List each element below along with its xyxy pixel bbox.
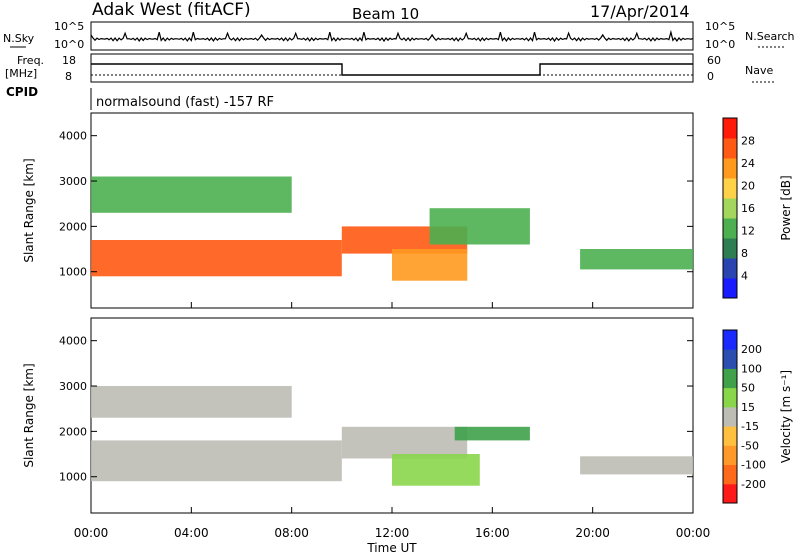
station-title: Adak West (fitACF) bbox=[92, 0, 251, 20]
power-colorbar-frame bbox=[722, 117, 738, 299]
freq-tick-bottom: 8 bbox=[65, 70, 72, 83]
power-echo-region-2 bbox=[392, 249, 468, 281]
velocity-colorbar-swatch bbox=[723, 387, 737, 408]
velocity-colorbar-swatch bbox=[723, 330, 737, 350]
power-ytick-label: 4000 bbox=[59, 130, 87, 143]
power-colorbar-tick: 20 bbox=[741, 180, 755, 193]
nsearch-tick-top: 10^5 bbox=[705, 20, 735, 33]
velocity-ytick-label: 2000 bbox=[59, 425, 87, 438]
velocity-colorbar-tick: 15 bbox=[741, 401, 755, 414]
power-colorbar-swatch bbox=[723, 218, 737, 239]
power-colorbar-tick: 12 bbox=[741, 225, 755, 238]
velocity-ylabel: Slant Range [km] bbox=[22, 363, 36, 467]
velocity-colorbar-swatch bbox=[723, 464, 737, 485]
velocity-colorbar-tick: 100 bbox=[741, 362, 762, 375]
velocity-colorbar-swatch bbox=[723, 406, 737, 427]
velocity-colorbar-tick: 200 bbox=[741, 343, 762, 356]
velocity-ytick-label: 3000 bbox=[59, 380, 87, 393]
freq-panel bbox=[90, 53, 694, 83]
power-colorbar-tick: 4 bbox=[741, 270, 748, 283]
velocity-colorbar: 200 100 50 15 -15 -50 -100 -200 Velocity [m s⁻¹] bbox=[722, 329, 793, 504]
power-colorbar-swatch bbox=[723, 178, 737, 199]
power-echo-region-3 bbox=[429, 208, 530, 245]
time-tick-label: 04:00 bbox=[174, 526, 209, 540]
nave-tick-top: 60 bbox=[707, 54, 721, 67]
power-panel: 4000 3000 2000 1000 Slant Range [km] bbox=[22, 112, 694, 309]
cpid-label: CPID bbox=[6, 85, 38, 99]
power-ytick-label: 3000 bbox=[59, 175, 87, 188]
nsky-tick-top: 10^5 bbox=[54, 20, 84, 33]
velocity-colorbar-swatch bbox=[723, 445, 737, 465]
nave-label: Nave bbox=[745, 64, 773, 77]
power-colorbar-tick: 24 bbox=[741, 157, 755, 170]
power-colorbar-swatch bbox=[723, 158, 737, 179]
freq-trace bbox=[91, 63, 693, 76]
velocity-echo-region-1 bbox=[341, 426, 468, 459]
power-colorbar-swatch bbox=[723, 198, 737, 219]
power-ytick-label: 1000 bbox=[59, 266, 87, 279]
velocity-colorbar-tick: -200 bbox=[741, 478, 766, 491]
velocity-colorbar-tick: -100 bbox=[741, 459, 766, 472]
time-axis-label: Time UT bbox=[366, 541, 417, 554]
freq-units: [MHz] bbox=[5, 67, 37, 80]
velocity-echo-region-0 bbox=[91, 440, 342, 482]
power-colorbar: 28 24 20 16 12 8 4 Power [dB] bbox=[722, 117, 793, 299]
time-tick-label: 12:00 bbox=[375, 526, 410, 540]
power-colorbar-swatch bbox=[723, 238, 737, 259]
velocity-colorbar-tick: -15 bbox=[741, 420, 759, 433]
velocity-ytick-label: 4000 bbox=[59, 335, 87, 348]
velocity-colorbar-swatch bbox=[723, 368, 737, 389]
power-colorbar-tick: 8 bbox=[741, 247, 748, 260]
power-colorbar-swatch bbox=[723, 138, 737, 159]
velocity-panel: 4000 3000 2000 1000 Slant Range [km] bbox=[22, 317, 694, 514]
power-echo-region-5 bbox=[580, 249, 693, 270]
freq-tick-top: 18 bbox=[62, 54, 76, 67]
velocity-echo-region-3 bbox=[454, 426, 530, 441]
power-colorbar-tick: 28 bbox=[741, 135, 755, 148]
power-echo-region-0 bbox=[91, 240, 342, 277]
nsky-trace bbox=[90, 29, 694, 43]
power-colorbar-tick: 16 bbox=[741, 202, 755, 215]
nsky-label: N.Sky bbox=[3, 32, 35, 45]
beam-label: Beam 10 bbox=[352, 5, 419, 23]
nsearch-tick-bottom: 10^0 bbox=[705, 38, 735, 51]
cpid-text: normalsound (fast) -157 RF bbox=[96, 95, 274, 110]
velocity-colorbar-label: Velocity [m s⁻¹] bbox=[779, 370, 793, 463]
velocity-colorbar-swatch bbox=[723, 483, 737, 504]
nave-tick-bottom: 0 bbox=[707, 70, 714, 83]
velocity-colorbar-swatch bbox=[723, 426, 737, 446]
power-colorbar-swatch bbox=[723, 278, 737, 299]
nsearch-label: N.Search bbox=[745, 30, 795, 43]
power-ylabel: Slant Range [km] bbox=[22, 158, 36, 262]
date-label: 17/Apr/2014 bbox=[590, 2, 690, 21]
velocity-echo-region-2 bbox=[392, 454, 480, 486]
power-ytick-label: 2000 bbox=[59, 220, 87, 233]
time-axis-ticks: 00:00 04:00 08:00 12:00 16:00 20:00 00:00 bbox=[74, 526, 711, 540]
freq-label: Freq. bbox=[17, 54, 44, 67]
velocity-colorbar-tick: 50 bbox=[741, 382, 755, 395]
time-tick-label: 20:00 bbox=[575, 526, 610, 540]
time-tick-label: 00:00 bbox=[676, 526, 711, 540]
velocity-echo-region-5 bbox=[580, 456, 693, 475]
nsky-tick-bottom: 10^0 bbox=[54, 38, 84, 51]
time-tick-label: 08:00 bbox=[274, 526, 309, 540]
time-tick-label: 16:00 bbox=[475, 526, 510, 540]
velocity-colorbar-swatch bbox=[723, 349, 737, 369]
velocity-ytick-label: 1000 bbox=[59, 471, 87, 484]
power-colorbar-swatch bbox=[723, 258, 737, 279]
power-echo-region-4 bbox=[91, 176, 292, 213]
power-colorbar-label: Power [dB] bbox=[779, 175, 793, 240]
velocity-colorbar-tick: -50 bbox=[741, 439, 759, 452]
nsky-series-line bbox=[90, 29, 694, 43]
velocity-colorbar-frame bbox=[722, 329, 738, 504]
power-colorbar-swatch bbox=[723, 118, 737, 139]
time-tick-label: 00:00 bbox=[74, 526, 109, 540]
velocity-echo-region-4 bbox=[91, 386, 292, 418]
